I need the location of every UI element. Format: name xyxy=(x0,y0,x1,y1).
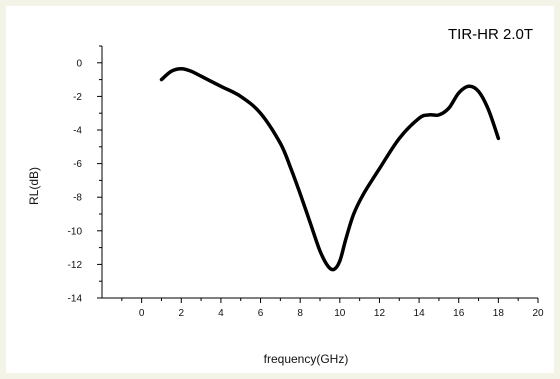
x-tick-label: 8 xyxy=(297,308,303,319)
chart-panel: 0 2 4 6 8 10 12 14 16 18 20 0 -2 -4 -6 -8 -10 -12 -14 freq… xyxy=(6,6,554,373)
rl-frequency-chart: 0 2 4 6 8 10 12 14 16 18 20 0 -2 -4 -6 -8 -10 -12 -14 freq… xyxy=(27,26,544,366)
y-tick-label: -14 xyxy=(68,294,83,305)
y-tick-label: -4 xyxy=(73,126,82,137)
x-tick-label: 6 xyxy=(258,308,264,319)
rl-curve xyxy=(159,66,501,272)
x-tick-label: 0 xyxy=(139,308,145,319)
x-tick-label: 4 xyxy=(218,308,224,319)
corner-label: TIR-HR 2.0T xyxy=(448,26,533,43)
y-tick-label: 0 xyxy=(76,58,82,69)
x-tick-label: 12 xyxy=(374,308,386,319)
y-tick-label: -2 xyxy=(73,92,82,103)
y-tick-label: -8 xyxy=(73,193,82,204)
x-tick-label: 16 xyxy=(453,308,465,319)
y-tick-label: -12 xyxy=(68,260,83,271)
y-tick-label: -10 xyxy=(68,226,83,237)
axes xyxy=(101,46,538,299)
x-tick-label: 18 xyxy=(493,308,505,319)
x-tick-label: 10 xyxy=(334,308,346,319)
x-tick-label: 2 xyxy=(178,308,184,319)
tick-marks xyxy=(97,45,539,303)
x-tick-label: 20 xyxy=(532,308,544,319)
x-tick-label: 14 xyxy=(414,308,426,319)
y-axis-title: RL(dB) xyxy=(27,167,41,205)
y-tick-label: -6 xyxy=(73,159,82,170)
tick-labels: 0 2 4 6 8 10 12 14 16 18 20 0 -2 -4 -6 -8 -10 -12 -14 xyxy=(68,58,544,319)
x-axis-title: frequency(GHz) xyxy=(264,352,349,366)
